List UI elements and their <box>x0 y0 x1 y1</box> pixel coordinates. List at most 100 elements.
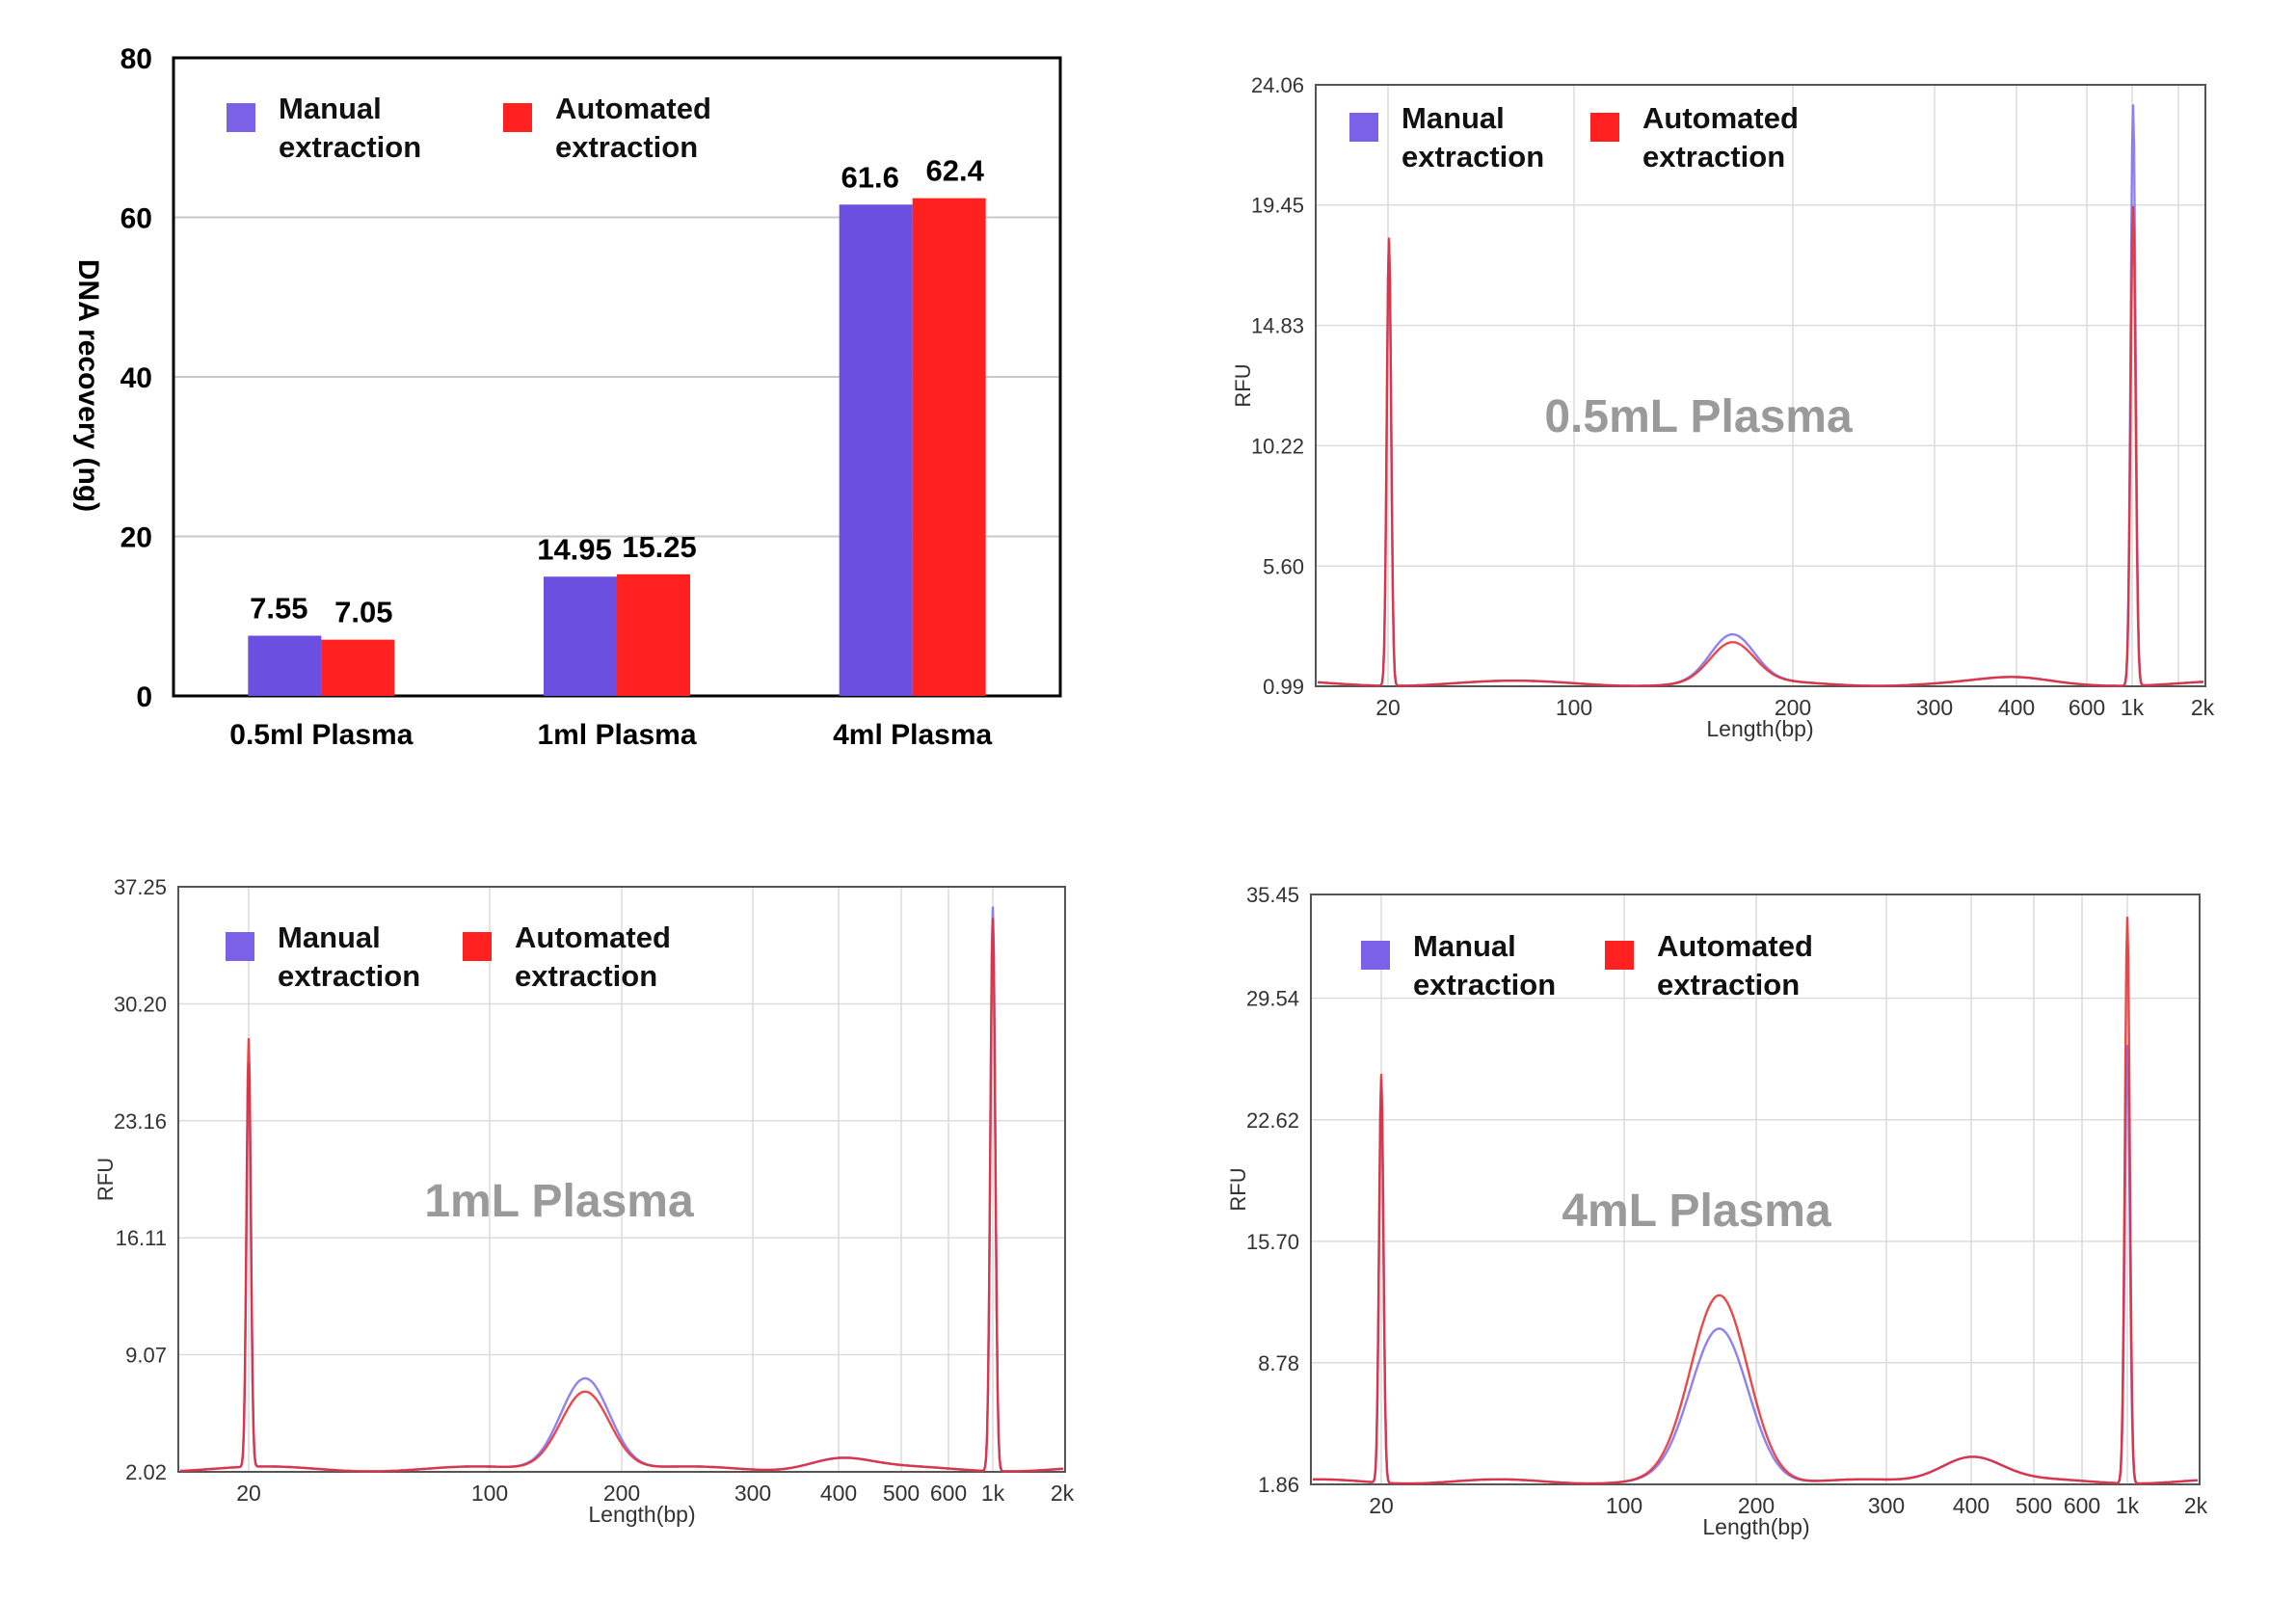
category-label: 4ml Plasma <box>833 719 992 751</box>
automated-swatch <box>1605 941 1634 970</box>
x-tick-label: 400 <box>820 1481 857 1506</box>
legend-label-manual: Manual extraction <box>278 921 421 993</box>
trace1-legend-automated: Automated extraction <box>1590 99 1855 176</box>
x-axis-label: Length(bp) <box>588 1502 695 1527</box>
trace3-legend-manual: Manual extraction <box>1361 927 1625 1004</box>
x-tick-label: 2k <box>1051 1481 1075 1506</box>
x-tick-label: 200 <box>603 1481 640 1506</box>
y-tick-label: 2.02 <box>125 1460 167 1484</box>
bar-chart: 0 20 40 60 80 DNA recovery (ng) 7.55 7.05 0.5ml … <box>72 43 1062 751</box>
y-tick-label: 14.83 <box>1251 314 1304 338</box>
y-axis-label: RFU <box>1231 363 1255 407</box>
manual-swatch <box>1361 941 1390 970</box>
x-tick-label: 300 <box>734 1481 771 1506</box>
manual-swatch <box>227 103 255 132</box>
bar-legend-automated: Automated extraction <box>503 90 767 167</box>
y-tick-label: 19.45 <box>1251 194 1304 218</box>
x-tick-label: 500 <box>883 1481 920 1506</box>
x-tick-label: 600 <box>930 1481 967 1506</box>
x-tick-label: 100 <box>1606 1493 1642 1518</box>
legend-label-automated: Automated extraction <box>555 92 711 164</box>
y-axis-label: RFU <box>93 1158 118 1201</box>
legend-label-automated: Automated extraction <box>515 921 671 993</box>
x-tick-label: 300 <box>1916 695 1953 720</box>
trace-automated <box>1313 917 2199 1485</box>
legend-label-manual: Manual extraction <box>1402 101 1545 173</box>
bar-automated <box>912 198 986 696</box>
plot-frame <box>1315 84 2206 687</box>
automated-swatch <box>503 103 532 132</box>
trace-automated <box>1318 205 2204 687</box>
x-tick-label: 600 <box>2064 1493 2100 1518</box>
y-tick-label: 35.45 <box>1246 883 1299 907</box>
y-tick-label: 60 <box>120 203 152 235</box>
y-tick-label: 29.54 <box>1246 987 1299 1011</box>
bar-value-label: 14.95 <box>537 532 612 566</box>
bar-value-label: 61.6 <box>841 160 898 194</box>
manual-swatch <box>226 932 254 961</box>
x-tick-label: 200 <box>1775 695 1811 720</box>
x-tick-label: 400 <box>1953 1493 1989 1518</box>
x-tick-label: 400 <box>1998 695 2035 720</box>
bar-legend-manual: Manual extraction <box>227 90 491 167</box>
x-axis-label: Length(bp) <box>1702 1514 1809 1539</box>
plot-area <box>1316 85 2205 686</box>
legend-label-automated: Automated extraction <box>1657 929 1813 1001</box>
y-tick-label: 24.06 <box>1251 73 1304 97</box>
trace3-legend-automated: Automated extraction <box>1605 927 1869 1004</box>
y-tick-label: 22.62 <box>1246 1108 1299 1133</box>
trace1-legend-manual: Manual extraction <box>1349 99 1614 176</box>
trace-automated <box>179 918 1064 1473</box>
category-label: 1ml Plasma <box>537 719 696 751</box>
bar-manual <box>248 635 322 696</box>
manual-swatch <box>1349 113 1378 142</box>
trace2-legend-automated: Automated extraction <box>463 919 727 996</box>
plot-area <box>1311 894 2200 1484</box>
plot-annotation: 1mL Plasma <box>424 1176 694 1227</box>
legend-label-manual: Manual extraction <box>1413 929 1557 1001</box>
trace-chart-1ml: 2.02 9.07 16.11 23.16 30.20 37.25 20 100 200 300 4… <box>93 875 1075 1527</box>
bar-value-label: 7.55 <box>250 592 307 626</box>
bar-manual <box>839 204 913 696</box>
y-tick-label: 30.20 <box>114 992 167 1016</box>
x-tick-label: 20 <box>236 1481 261 1506</box>
category-label: 0.5ml Plasma <box>229 719 413 751</box>
y-tick-label: 80 <box>120 43 152 75</box>
trace2-legend-manual: Manual extraction <box>226 919 490 996</box>
bar-value-label: 15.25 <box>622 530 697 564</box>
x-tick-label: 20 <box>1375 695 1401 720</box>
x-tick-label: 500 <box>2016 1493 2052 1518</box>
bar-manual <box>544 576 617 696</box>
x-tick-label: 1k <box>2121 695 2145 720</box>
legend-label-automated: Automated extraction <box>1642 101 1799 173</box>
x-tick-label: 600 <box>2069 695 2105 720</box>
bar-value-label: 7.05 <box>334 596 392 629</box>
y-tick-label: 0 <box>136 681 152 713</box>
trace-chart-4ml: 1.86 8.78 15.70 22.62 29.54 35.45 20 100 200 300 4… <box>1226 883 2208 1539</box>
plot-annotation: 4mL Plasma <box>1562 1186 1831 1237</box>
automated-swatch <box>1590 113 1619 142</box>
x-tick-label: 100 <box>471 1481 508 1506</box>
x-tick-label: 20 <box>1369 1493 1394 1518</box>
x-tick-label: 1k <box>981 1481 1005 1506</box>
y-tick-label: 1.86 <box>1258 1473 1299 1497</box>
y-tick-label: 16.11 <box>116 1226 167 1250</box>
y-tick-label: 23.16 <box>114 1109 167 1134</box>
y-tick-label: 15.70 <box>1246 1230 1299 1254</box>
y-axis-label: DNA recovery (ng) <box>72 259 104 512</box>
y-tick-label: 9.07 <box>125 1344 167 1368</box>
bar-automated <box>321 639 395 696</box>
legend-label-manual: Manual extraction <box>279 92 422 164</box>
x-tick-label: 100 <box>1556 695 1592 720</box>
plot-frame <box>1310 894 2201 1485</box>
x-tick-label: 200 <box>1738 1493 1775 1518</box>
y-tick-label: 0.99 <box>1263 675 1304 699</box>
y-tick-label: 5.60 <box>1263 554 1304 578</box>
x-tick-label: 2k <box>2184 1493 2208 1518</box>
bar-value-label: 62.4 <box>925 154 984 188</box>
plot-frame <box>177 886 1066 1473</box>
y-tick-label: 20 <box>120 522 152 554</box>
automated-swatch <box>463 932 492 961</box>
